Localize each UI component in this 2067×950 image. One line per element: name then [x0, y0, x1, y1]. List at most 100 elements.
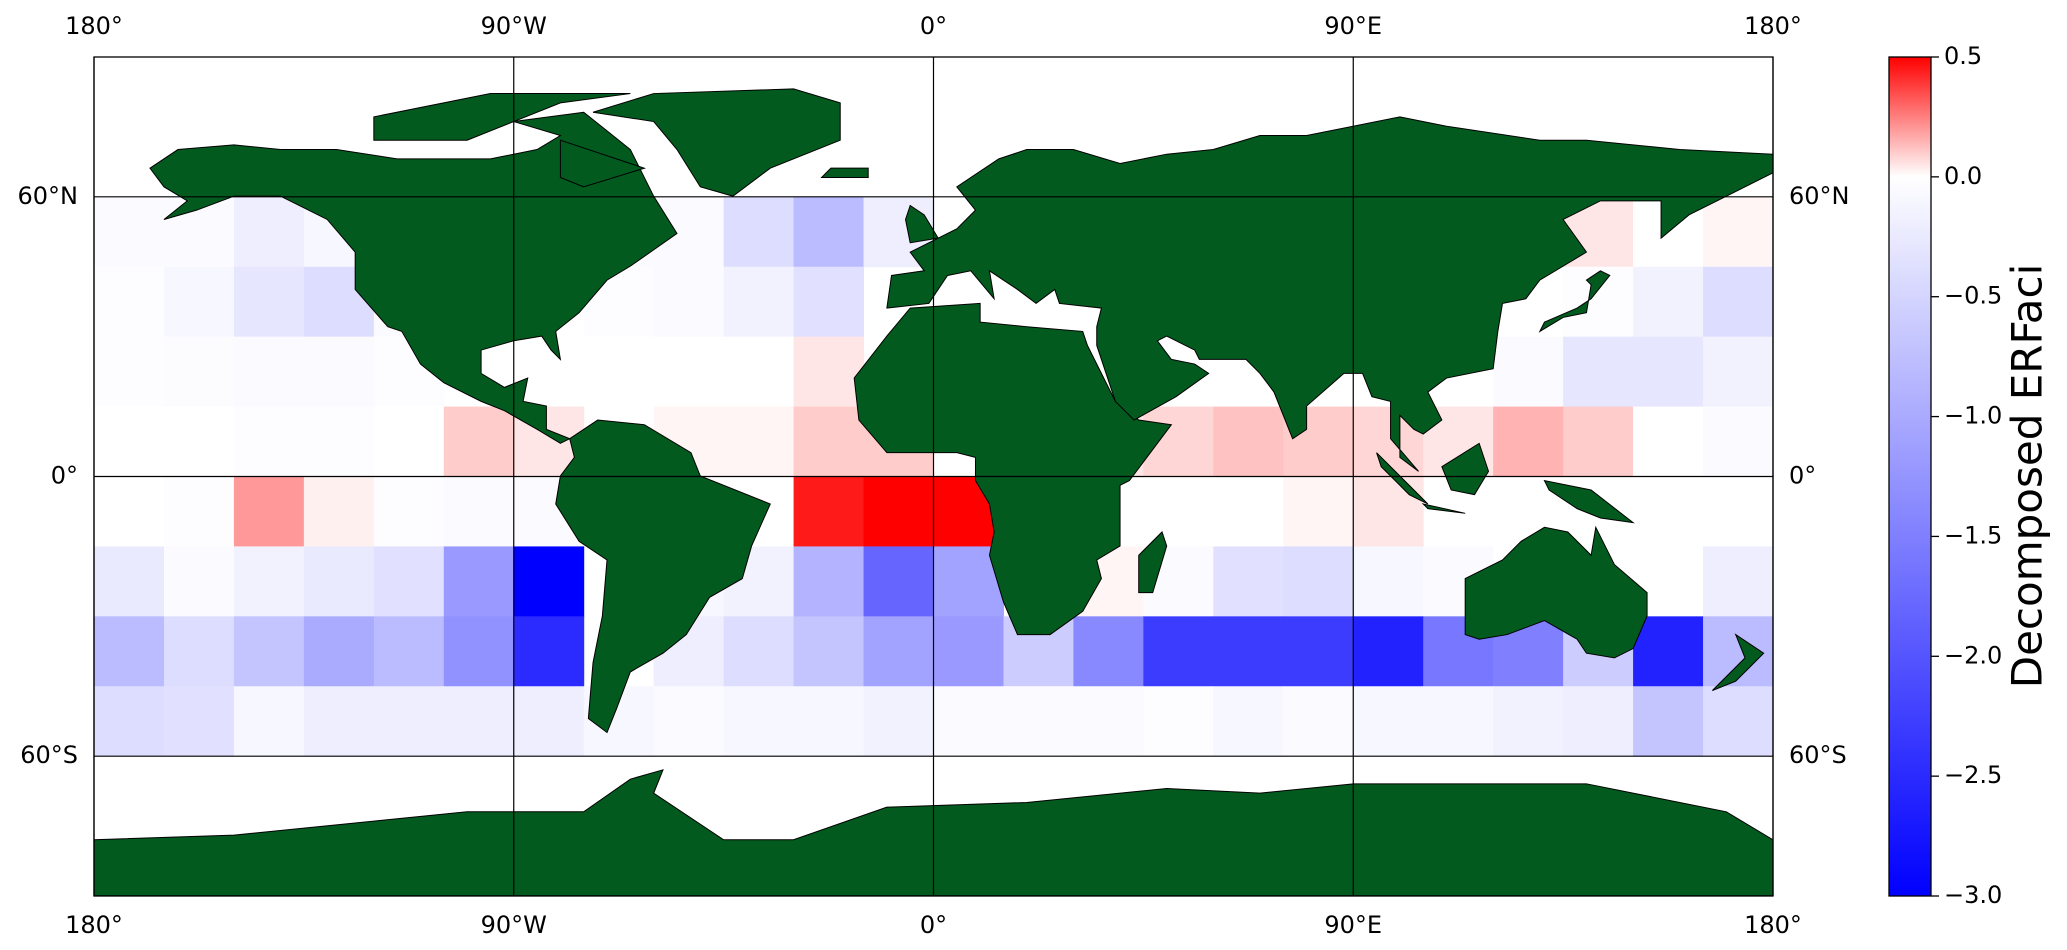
grid-cell [443, 616, 515, 687]
x-tick-label: 90°E [1324, 12, 1382, 40]
y-tick-label: 60°N [1789, 182, 1850, 210]
grid-cell [163, 336, 235, 408]
y-tick-label: 0° [51, 462, 78, 490]
java [1423, 504, 1465, 513]
colorbar [1888, 56, 1932, 897]
sumatra [1377, 453, 1428, 504]
grid-cell [373, 476, 445, 547]
grid-cell [653, 686, 725, 757]
grid-cell [793, 196, 865, 268]
grid-cell [443, 406, 515, 477]
grid-cell [933, 616, 1004, 687]
grid-cell [303, 406, 375, 477]
grid-cell [1633, 616, 1704, 687]
grid-cell [793, 686, 865, 757]
grid-cell [373, 686, 445, 757]
grid-cell [1563, 336, 1634, 408]
grid-cell [723, 406, 795, 477]
grid-cell [793, 546, 865, 617]
y-tick-label: 0° [1789, 462, 1816, 490]
grid-cell [1283, 686, 1354, 757]
y-tick-label: 60°S [20, 741, 78, 769]
grid-cell [1703, 406, 1774, 477]
grid-cell [723, 266, 795, 338]
grid-cell [933, 686, 1004, 757]
x-tick-label: 180° [1744, 12, 1802, 40]
grid-cell [163, 546, 235, 617]
colorbar-tick-label: 0.0 [1944, 162, 1982, 190]
grid-cell [233, 196, 305, 268]
colorbar-tick-label: −1.5 [1944, 521, 2002, 549]
grid-cell [373, 546, 445, 617]
colorbar-tick-label: −2.0 [1944, 641, 2002, 669]
grid-cell [1073, 616, 1144, 687]
grid-cell [793, 476, 865, 547]
grid-cell [1283, 476, 1354, 547]
new-guinea [1544, 481, 1633, 523]
grid-cell [793, 336, 865, 408]
grid-cell [443, 546, 515, 617]
grid-cell [653, 266, 725, 338]
colorbar-label: Decomposed ERFaci [2003, 264, 2052, 689]
grid-cell [233, 406, 305, 477]
grid-cell [373, 406, 445, 477]
grid-cell [94, 406, 165, 477]
grid-cell [94, 196, 165, 268]
grid-cell [373, 616, 445, 687]
grid-cell [863, 616, 934, 687]
new-zealand [1712, 635, 1763, 691]
grid-cell [303, 616, 375, 687]
grid-cell [303, 336, 375, 408]
colorbar-tick-label: −0.5 [1944, 282, 2002, 310]
arctic-islands [374, 94, 631, 141]
grid-cell [723, 616, 795, 687]
grid-cell [233, 476, 305, 547]
x-tick-label: 0° [920, 12, 947, 40]
grid-cell [233, 616, 305, 687]
grid-cell [233, 546, 305, 617]
grid-cell [303, 686, 375, 757]
grid-cell [94, 546, 165, 617]
x-tick-label: 180° [65, 12, 123, 40]
grid-cell [1493, 406, 1564, 477]
grid-cell [233, 266, 305, 338]
grid-cell [233, 686, 305, 757]
grid-cell [94, 266, 165, 338]
grid-cell [163, 406, 235, 477]
grid-cell [513, 616, 585, 687]
grid-cell [443, 476, 515, 547]
grid-cell [1213, 616, 1284, 687]
x-tick-label: 180° [1744, 911, 1802, 939]
grid-cell [513, 686, 585, 757]
grid-cell [723, 336, 795, 408]
grid-cell [723, 686, 795, 757]
grid-cell [1283, 546, 1354, 617]
grid-cell [1633, 266, 1704, 338]
grid-cell [163, 266, 235, 338]
grid-cell [1003, 686, 1074, 757]
grid-cell [723, 196, 795, 268]
grid-cell [863, 476, 934, 547]
north-america [150, 112, 677, 443]
grid-cell [1633, 336, 1704, 408]
grid-cell [1633, 476, 1704, 547]
iceland [822, 168, 869, 177]
madagascar [1139, 532, 1167, 593]
grid-cell [1493, 686, 1564, 757]
japan [1540, 271, 1610, 332]
x-tick-label: 90°W [481, 911, 547, 939]
grid-cell [863, 546, 934, 617]
grid-cell [1633, 406, 1704, 477]
grid-cell [1143, 686, 1214, 757]
grid-cell [1073, 686, 1144, 757]
grid-cell [1353, 546, 1424, 617]
colorbar-tick-label: −2.5 [1944, 761, 2002, 789]
grid-cell [1563, 406, 1634, 477]
grid-cell [1283, 616, 1354, 687]
grid-cell [1353, 616, 1424, 687]
grid-cell [94, 336, 165, 408]
grid-cell [1703, 336, 1774, 408]
grid-cell [163, 686, 235, 757]
